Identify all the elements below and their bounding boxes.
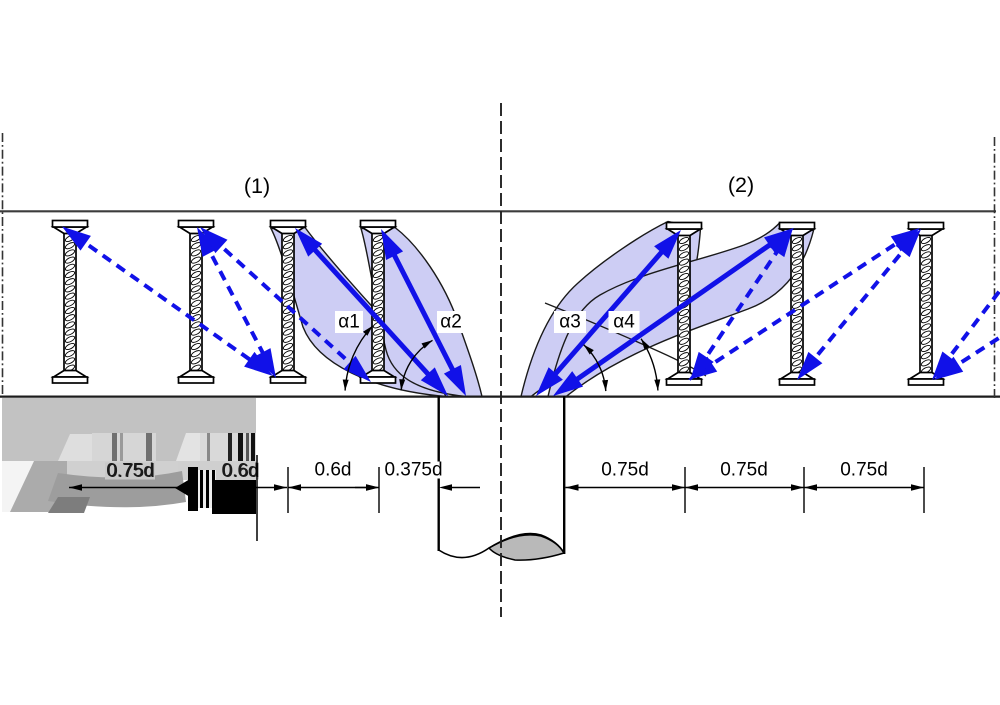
svg-text:0.375d: 0.375d [384,460,442,481]
svg-text:α4: α4 [613,312,635,333]
svg-text:0.75d: 0.75d [720,460,768,481]
svg-text:0.75d: 0.75d [601,460,649,481]
svg-text:α3: α3 [559,312,581,333]
svg-text:(2): (2) [728,173,754,197]
svg-text:α1: α1 [338,312,360,333]
svg-text:0.75d: 0.75d [107,461,155,482]
svg-text:0.75d: 0.75d [840,460,888,481]
svg-text:0.6d: 0.6d [223,461,260,482]
svg-text:0.6d: 0.6d [222,461,259,482]
svg-text:0.6d: 0.6d [315,460,352,481]
svg-text:0.75d: 0.75d [106,461,154,482]
svg-text:(1): (1) [244,174,270,198]
svg-text:α2: α2 [440,312,462,333]
